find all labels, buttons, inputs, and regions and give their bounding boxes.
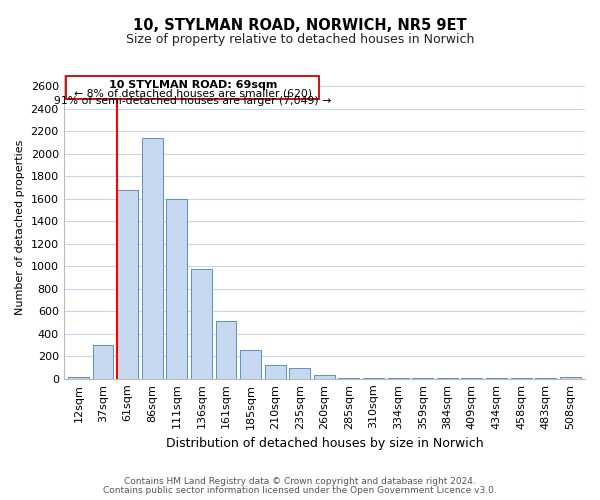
Bar	[142, 138, 163, 379]
Bar	[511, 378, 532, 379]
FancyBboxPatch shape	[66, 76, 319, 98]
Text: 10 STYLMAN ROAD: 69sqm: 10 STYLMAN ROAD: 69sqm	[109, 80, 277, 90]
Bar	[314, 375, 335, 379]
X-axis label: Distribution of detached houses by size in Norwich: Distribution of detached houses by size …	[166, 437, 483, 450]
Text: Size of property relative to detached houses in Norwich: Size of property relative to detached ho…	[126, 32, 474, 46]
Bar	[92, 345, 113, 379]
Bar	[68, 376, 89, 379]
Bar	[191, 269, 212, 379]
Bar	[363, 378, 384, 379]
Text: 10, STYLMAN ROAD, NORWICH, NR5 9ET: 10, STYLMAN ROAD, NORWICH, NR5 9ET	[133, 18, 467, 32]
Text: 91% of semi-detached houses are larger (7,049) →: 91% of semi-detached houses are larger (…	[54, 96, 331, 106]
Bar	[437, 378, 458, 379]
Bar	[486, 378, 507, 379]
Bar	[412, 378, 433, 379]
Bar	[535, 378, 556, 379]
Bar	[117, 190, 138, 379]
Y-axis label: Number of detached properties: Number of detached properties	[15, 139, 25, 314]
Text: ← 8% of detached houses are smaller (620): ← 8% of detached houses are smaller (620…	[74, 88, 312, 99]
Bar	[265, 364, 286, 379]
Bar	[388, 378, 409, 379]
Bar	[289, 368, 310, 379]
Bar	[560, 376, 581, 379]
Bar	[338, 378, 359, 379]
Text: Contains public sector information licensed under the Open Government Licence v3: Contains public sector information licen…	[103, 486, 497, 495]
Text: Contains HM Land Registry data © Crown copyright and database right 2024.: Contains HM Land Registry data © Crown c…	[124, 477, 476, 486]
Bar	[240, 350, 261, 379]
Bar	[461, 378, 482, 379]
Bar	[166, 199, 187, 379]
Bar	[215, 322, 236, 379]
